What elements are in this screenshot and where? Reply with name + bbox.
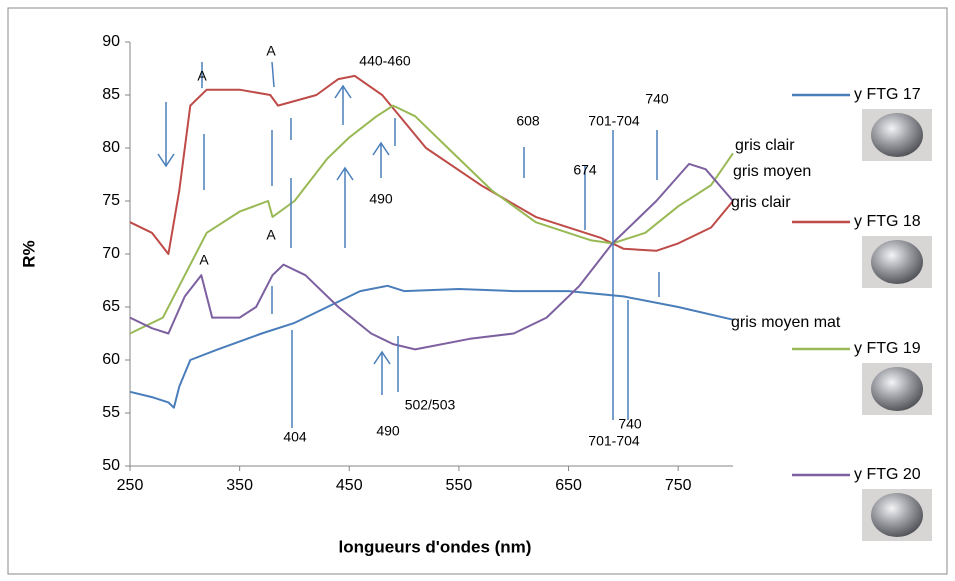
arrow-head [157,153,175,168]
legend-label: y FTG 18 [854,213,921,230]
side-label: gris clair [731,194,791,211]
annotation: A [266,227,276,243]
annotation: 674 [573,162,597,178]
annotation: 701-704 [588,433,640,449]
series-line [129,162,734,351]
pearl [871,367,923,411]
y-tick-label: 60 [102,351,120,368]
series-line [129,284,734,409]
arrow-head [373,350,391,365]
y-tick-label: 80 [102,139,120,156]
pearl [871,113,923,157]
side-label: gris moyen mat [731,314,841,331]
legend-label: y FTG 19 [854,340,921,357]
pearl [871,493,923,537]
x-tick-label: 750 [665,477,692,494]
frame [7,7,948,575]
y-axis-label: R% [19,240,38,267]
annotation: A [266,43,276,59]
annotation: A [199,252,209,268]
annotation: 701-704 [588,113,640,129]
y-tick-label: 65 [102,298,120,315]
x-axis-label: longueurs d'ondes (nm) [339,537,532,556]
arrow-head [336,166,354,181]
pearl [871,240,923,284]
y-tick-label: 75 [102,192,120,209]
series-line [129,74,734,255]
y-tick-label: 50 [102,457,120,474]
x-tick-label: 250 [117,477,144,494]
x-tick-label: 550 [446,477,473,494]
annotation: 502/503 [405,397,456,413]
annotation: 740 [618,416,642,432]
annotation: A [197,68,207,84]
x-tick-label: 650 [555,477,582,494]
legend-label: y FTG 17 [854,86,921,103]
annotation: 608 [516,113,540,129]
y-tick-label: 55 [102,404,120,421]
series-line [129,104,734,335]
y-tick-label: 85 [102,86,120,103]
annotation: 740 [645,91,669,107]
side-label: gris clair [735,137,795,154]
annotation: 440-460 [359,53,411,69]
x-tick-label: 450 [336,477,363,494]
x-tick-label: 350 [226,477,253,494]
side-label: gris moyen [733,163,811,180]
y-tick-label: 70 [102,245,120,262]
legend-label: y FTG 20 [854,466,921,483]
annotation: 490 [369,191,393,207]
arrow-head [334,84,352,99]
annotation: 404 [283,429,307,445]
annotation: 490 [376,423,400,439]
arrow-head [372,141,390,156]
marker-line [271,61,275,88]
y-tick-label: 90 [102,33,120,50]
